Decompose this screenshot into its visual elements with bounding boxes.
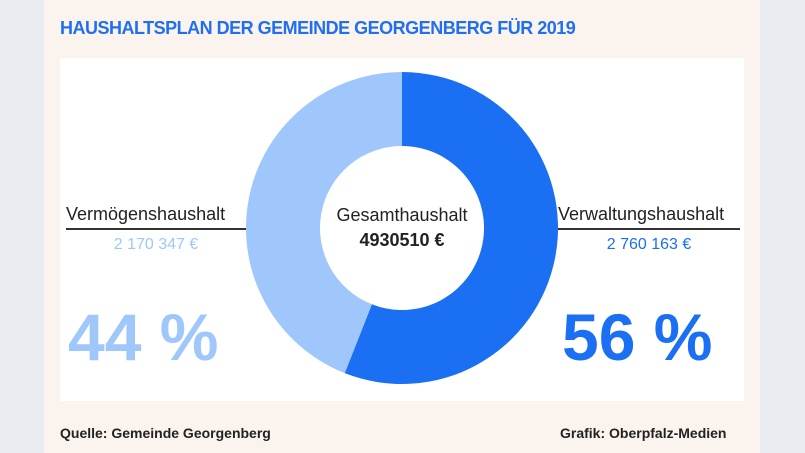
donut-slice-vermögenshaushalt [246, 72, 402, 374]
slice-label-verwaltungshaushalt: Verwaltungshaushalt [558, 204, 740, 230]
slice-percent-vermoegenshaushalt: 44 % [68, 300, 219, 374]
slice-percent-verwaltungshaushalt: 56 % [562, 300, 713, 374]
center-value: 4930510 € [359, 230, 445, 250]
donut-slice-verwaltungshaushalt [344, 72, 558, 384]
left-slice-labels: Vermögenshaushalt 2 170 347 € [66, 204, 246, 254]
donut-chart [246, 72, 558, 384]
center-label: Gesamthaushalt [336, 205, 468, 225]
right-slice-labels: Verwaltungshaushalt 2 760 163 € [558, 204, 740, 254]
slice-label-vermoegenshaushalt: Vermögenshaushalt [66, 204, 246, 230]
slice-value-vermoegenshaushalt: 2 170 347 € [113, 236, 199, 253]
donut-center: Gesamthaushalt 4930510 € [316, 205, 488, 251]
chart-title: HAUSHALTSPLAN DER GEMEINDE GEORGENBERG F… [60, 18, 576, 38]
source-note: Quelle: Gemeinde Georgenberg [60, 425, 271, 441]
credit-note: Grafik: Oberpfalz-Medien [560, 425, 727, 441]
slice-value-verwaltungshaushalt: 2 760 163 € [606, 236, 692, 253]
chart-area: Vermögenshaushalt 2 170 347 € 44 % Verwa… [60, 58, 744, 401]
chart-panel: HAUSHALTSPLAN DER GEMEINDE GEORGENBERG F… [44, 0, 760, 453]
